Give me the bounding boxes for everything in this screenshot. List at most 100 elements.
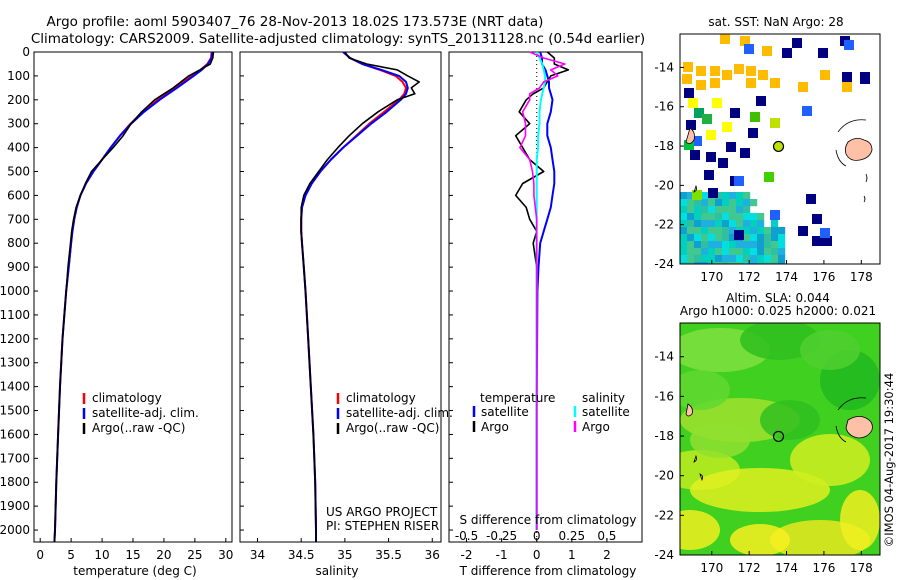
lat-tick-label: -20 [654,178,674,192]
legend-label: satellite-adj. clim. [346,406,453,420]
difference-legend: temperaturesatelliteArgosalinitysatellit… [472,391,630,434]
x-tick-label: 36 [425,548,440,562]
lon-tick-label: 172 [738,561,761,575]
temperature-xlabel: temperature (deg C) [73,564,196,578]
series-line-temperature-satellite [535,51,556,530]
argo-position-marker [772,140,785,153]
sst-map-frame [679,33,881,265]
sst-map-field [680,34,880,264]
lat-tick-label: -24 [654,257,674,271]
lon-tick-label: 176 [812,561,835,575]
depth-tick-label: 200 [7,93,30,107]
argo-position-marker [772,430,785,443]
x-tick-label: 0 [36,548,44,562]
depth-tick-label: 1500 [0,404,30,418]
legend-label: Argo(..raw -QC) [92,421,185,435]
x-tick-label: 10 [94,548,109,562]
legend-label: satellite [481,405,529,419]
lon-tick-label: 178 [850,561,873,575]
lat-tick-label: -14 [654,60,674,74]
x-tick-label: 20 [156,548,171,562]
sst-map: 170 172 174 176 178 -14 -16 -18 -20 -22 -24 [654,33,881,284]
salinity-frame [239,51,442,543]
lat-tick-label: -24 [654,548,674,562]
lat-tick-label: -20 [654,469,674,483]
depth-tick-label: 100 [7,69,30,83]
depth-tick-label: 700 [7,212,30,226]
lat-tick-label: -18 [654,139,674,153]
depth-tick-label: 300 [7,117,30,131]
series-line-climatology [300,51,407,542]
depth-tick-label: 800 [7,236,30,250]
series-line-argo-raw-qc- [300,51,421,542]
depth-tick-label: 1600 [0,427,30,441]
s-diff-tick-label: -0.5 [455,529,478,543]
lat-tick-label: -16 [654,100,674,114]
x-tick-label: -1 [496,548,508,562]
credit-label: ©IMOS 04-Aug-2017 19:30:44 [882,373,896,548]
series-line-salinity-argo [519,51,566,530]
salinity-annotation-line2: PI: STEPHEN RISER [326,519,439,533]
difference-xlabel: T difference from climatology [459,564,637,578]
sla-map-field [680,323,880,555]
legend-label: Argo [582,420,610,434]
legend-label: satellite [582,405,630,419]
depth-tick-label: 900 [7,260,30,274]
sst-map-title: sat. SST: NaN Argo: 28 [708,15,843,29]
x-tick-label: 25 [187,548,202,562]
temperature-frame [33,51,233,543]
depth-tick-label: 1200 [0,332,30,346]
depth-tick-label: 0 [22,45,30,59]
depth-tick-label: 1000 [0,284,30,298]
lon-tick-label: 170 [700,561,723,575]
series-line-climatology [53,51,213,543]
lat-tick-label: -14 [654,350,674,364]
x-tick-label: 5 [67,548,75,562]
x-tick-label: 30 [218,548,233,562]
s-diff-tick-label: 0.25 [558,529,585,543]
salinity-xlabel: salinity [315,564,358,578]
temperature-panel: 0100200300400500600700800900100011001200… [0,45,233,562]
x-tick-label: 0 [533,548,541,562]
depth-tick-label: 1300 [0,356,30,370]
series-line-temperature-argo [514,51,570,530]
depth-tick-label: 500 [7,165,30,179]
depth-tick-label: 1800 [0,475,30,489]
lon-tick-label: 176 [812,270,835,284]
depth-tick-label: 1700 [0,451,30,465]
lat-tick-label: -22 [654,508,674,522]
depth-tick-label: 1400 [0,380,30,394]
lon-tick-label: 170 [700,270,723,284]
lat-tick-label: -16 [654,389,674,403]
legend-label: climatology [92,391,162,405]
sla-map: 170 172 174 176 178 -14 -16 -18 -20 -22 -24 [654,322,881,575]
figure-title-line2: Climatology: CARS2009. Satellite-adjuste… [31,31,645,47]
depth-tick-label: 1100 [0,308,30,322]
series-line-argo-raw-qc- [53,51,215,543]
s-diff-tick-label: 0.5 [597,529,616,543]
sla-map-frame [679,322,881,556]
lat-tick-label: -18 [654,429,674,443]
lat-tick-label: -22 [654,218,674,232]
x-tick-label: 2 [603,548,611,562]
series-line-satellite-adj-clim- [53,51,214,543]
salinity-panel: 34 34.5 35 35.5 36 [239,51,442,562]
x-tick-label: 35.5 [375,548,402,562]
difference-frame [448,51,643,543]
lon-tick-label: 174 [775,561,798,575]
legend-label: satellite-adj. clim. [92,406,199,420]
legend-group-label: temperature [480,391,555,405]
salinity-annotation-line1: US ARGO PROJECT [326,505,438,519]
lon-tick-label: 178 [850,270,873,284]
x-tick-label: -2 [461,548,473,562]
x-tick-label: 35 [337,548,352,562]
x-tick-label: 15 [125,548,140,562]
depth-tick-label: 400 [7,141,30,155]
legend-label: Argo(..raw -QC) [346,421,439,435]
legend-label: climatology [346,391,416,405]
